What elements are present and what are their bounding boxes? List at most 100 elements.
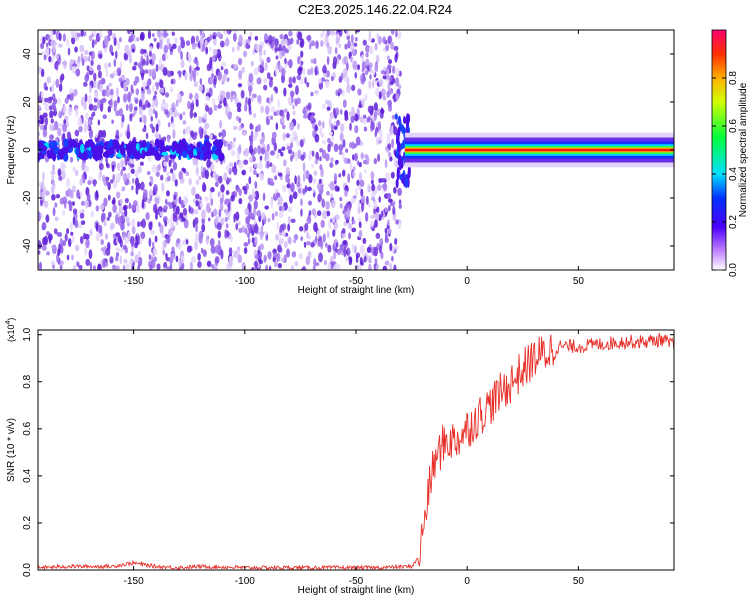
spectrogram-cell (79, 178, 83, 186)
spectrogram-cell (282, 113, 285, 119)
spectrogram-cell (166, 201, 172, 206)
spectrogram-cell (267, 251, 272, 260)
spectrogram-cell (155, 110, 158, 119)
spectrogram-cell (364, 212, 369, 222)
spectrogram-cell (68, 140, 72, 147)
spectrogram-cell (378, 178, 382, 184)
spectrogram-cell (57, 248, 61, 256)
spectrogram-cell (159, 57, 162, 67)
spectrogram-cell (319, 156, 322, 162)
spectrogram-cell (277, 98, 280, 109)
spectrogram-cell (397, 187, 402, 197)
spectrogram-cell (107, 30, 111, 35)
spectrogram-cell (194, 232, 199, 243)
spectrogram-cell (375, 264, 380, 270)
spectrogram-cell (117, 96, 120, 104)
spectrogram-cell (275, 87, 278, 94)
spectrogram-cell (339, 196, 343, 202)
spectrogram-cell (204, 134, 210, 140)
spectrogram-cell (201, 145, 206, 152)
spectrogram-cell (251, 60, 254, 67)
snr-series-line (38, 332, 674, 570)
spectrogram-cell (300, 50, 304, 58)
spectrogram-cell (370, 214, 375, 219)
spectrogram-cell (248, 87, 252, 97)
spectrogram-cell (53, 41, 57, 47)
spectrogram-cell (72, 166, 77, 172)
spectrogram-cell (185, 126, 190, 135)
spectrogram-cell (127, 172, 131, 180)
spectrogram-cell (268, 97, 272, 106)
y-tick-label: 0.8 (22, 374, 33, 388)
spectrogram-cell (186, 150, 192, 155)
spectrogram-cell (233, 161, 237, 169)
snr-frame (37, 329, 675, 571)
spectrogram-cell (137, 166, 142, 174)
spectrogram-cell (384, 207, 388, 213)
spectrogram-cell (178, 259, 182, 268)
spectrogram-cell (395, 178, 399, 189)
spectrogram-cell (276, 152, 280, 160)
spectrogram-cell (74, 219, 79, 229)
spectrogram-cell (335, 33, 340, 39)
spectrogram-cell (171, 102, 176, 112)
spectrogram-cell (228, 162, 234, 168)
spectrogram-cell (156, 42, 160, 50)
spectrogram-cell (372, 69, 376, 76)
spectrogram-cell (213, 171, 217, 178)
spectrogram-cell (334, 107, 340, 116)
spectrogram-cell (292, 110, 296, 116)
spectrogram-cell (115, 50, 118, 60)
spectrogram-cell (361, 98, 365, 108)
spectrogram-cell (116, 162, 121, 172)
spectrogram-cell (112, 197, 116, 205)
spectrogram-cell (351, 49, 356, 56)
spectrogram-cell (387, 64, 392, 70)
spectrogram-cell (290, 137, 296, 143)
spectrogram-cell (275, 192, 281, 198)
spectrogram-cell (135, 88, 140, 96)
spectrogram-cell (229, 234, 233, 243)
spectrogram-cell (83, 31, 87, 37)
spectrogram-cell (271, 164, 277, 174)
spectrogram-cell (112, 139, 120, 149)
spectrogram-cell (109, 256, 114, 264)
spectrogram-cell (144, 69, 149, 74)
spectrogram-cell (221, 192, 225, 203)
spectrogram-cell (149, 46, 153, 51)
spectrogram-cell (187, 52, 192, 60)
spectrogram-cell (128, 38, 133, 43)
spectrogram-cell (105, 161, 109, 168)
spectrogram-cell (118, 77, 123, 83)
spectrogram-cell (141, 218, 146, 229)
spectrogram-cell (44, 46, 50, 56)
spectrogram-cell (38, 119, 44, 124)
spectrogram-cell (219, 201, 224, 212)
spectrogram-cell (387, 228, 392, 234)
spectrogram-cell (287, 96, 292, 104)
spectrogram-cell (99, 30, 103, 39)
spectrogram-cell (306, 231, 310, 240)
spectrogram-cell (69, 189, 74, 199)
spectrogram-cell (198, 175, 202, 181)
spectrogram-cell (150, 178, 154, 185)
spectrogram-cell (223, 97, 227, 107)
spectrogram-cell (237, 83, 243, 88)
spectrogram-cell (237, 254, 243, 264)
spectrogram-cell (327, 244, 332, 253)
spectrogram-cell (193, 57, 197, 64)
spectrogram-cell (380, 88, 386, 97)
spectrogram-cell (280, 50, 286, 57)
y-tick-label: 0.4 (22, 468, 33, 482)
spectrogram-cell (115, 247, 121, 252)
spectrogram-cell (396, 169, 400, 181)
spectrogram-cell (377, 184, 382, 191)
spectrogram-cell (164, 92, 170, 98)
spectrogram-cell (174, 179, 178, 187)
spectrogram-cell (210, 163, 215, 171)
spectrogram-cell (263, 84, 268, 91)
spectrogram-cell (171, 31, 176, 36)
spectrogram-cell (151, 53, 156, 63)
spectrogram-cell (55, 53, 60, 60)
